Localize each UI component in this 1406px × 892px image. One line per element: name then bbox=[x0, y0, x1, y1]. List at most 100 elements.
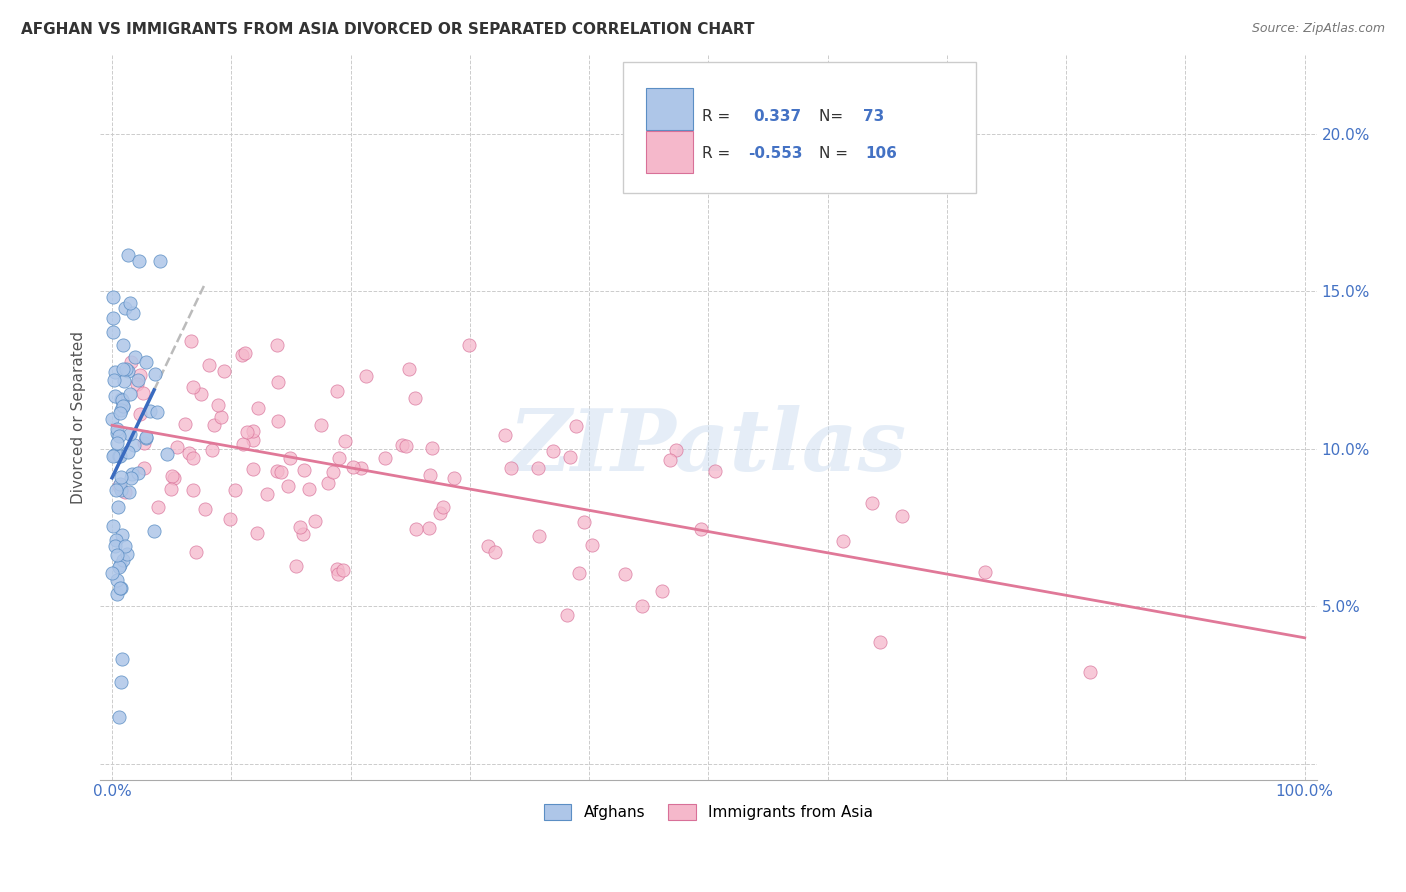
Point bbox=[121, 467, 143, 482]
Point bbox=[111, 362, 134, 376]
Point bbox=[477, 539, 499, 553]
Point bbox=[110, 403, 132, 417]
Point bbox=[541, 444, 564, 458]
Point bbox=[891, 508, 914, 523]
Text: N =: N = bbox=[820, 146, 853, 161]
Point bbox=[101, 289, 124, 303]
Point bbox=[322, 465, 344, 479]
Point bbox=[124, 350, 146, 364]
Text: 0.337: 0.337 bbox=[754, 109, 801, 124]
Point bbox=[181, 483, 204, 497]
Point bbox=[114, 539, 136, 553]
Point bbox=[111, 338, 134, 352]
Point bbox=[242, 462, 264, 476]
Point bbox=[246, 401, 269, 415]
Point bbox=[558, 450, 581, 465]
Point bbox=[242, 424, 264, 438]
Point bbox=[104, 365, 127, 379]
Point bbox=[224, 483, 246, 497]
Point bbox=[209, 409, 232, 424]
Point bbox=[107, 478, 129, 492]
Point bbox=[207, 398, 229, 412]
Point bbox=[105, 573, 128, 587]
Point bbox=[110, 581, 132, 595]
Point bbox=[111, 652, 134, 666]
Point bbox=[120, 355, 142, 369]
Point bbox=[832, 533, 855, 548]
Point bbox=[103, 449, 125, 463]
Point bbox=[111, 527, 134, 541]
Point bbox=[659, 453, 682, 467]
Point bbox=[429, 506, 451, 520]
Point bbox=[231, 348, 253, 362]
Point bbox=[328, 450, 350, 465]
Point bbox=[125, 377, 148, 392]
Point bbox=[110, 392, 132, 406]
Point bbox=[107, 422, 129, 436]
Point bbox=[391, 438, 413, 452]
Point bbox=[276, 479, 298, 493]
Point bbox=[860, 496, 883, 510]
Point bbox=[111, 392, 134, 407]
Point bbox=[266, 414, 288, 428]
Point bbox=[869, 635, 891, 649]
Point bbox=[183, 451, 205, 466]
Point bbox=[143, 367, 166, 381]
Point bbox=[108, 449, 131, 463]
Point bbox=[160, 483, 183, 497]
Point bbox=[111, 399, 134, 413]
Point bbox=[332, 563, 354, 577]
Point bbox=[105, 587, 128, 601]
Point bbox=[108, 406, 131, 420]
Point bbox=[214, 364, 236, 378]
Point bbox=[651, 584, 673, 599]
Point bbox=[110, 470, 132, 484]
Point bbox=[326, 384, 349, 398]
Point bbox=[108, 476, 131, 491]
Point bbox=[156, 447, 179, 461]
Point bbox=[104, 533, 127, 548]
Point bbox=[120, 387, 142, 401]
Text: AFGHAN VS IMMIGRANTS FROM ASIA DIVORCED OR SEPARATED CORRELATION CHART: AFGHAN VS IMMIGRANTS FROM ASIA DIVORCED … bbox=[21, 22, 755, 37]
Point bbox=[101, 412, 124, 426]
Text: R =: R = bbox=[703, 146, 735, 161]
Point bbox=[190, 387, 212, 401]
Point bbox=[342, 460, 364, 475]
Point bbox=[114, 484, 136, 499]
Point bbox=[118, 484, 141, 499]
Point bbox=[235, 345, 257, 359]
Point bbox=[568, 566, 591, 580]
Point bbox=[174, 417, 197, 432]
Point bbox=[404, 391, 426, 405]
Point bbox=[184, 545, 207, 559]
Point bbox=[101, 325, 124, 339]
Point bbox=[395, 439, 418, 453]
Point bbox=[326, 567, 349, 582]
Point bbox=[288, 520, 311, 534]
Point bbox=[120, 427, 142, 442]
Point bbox=[181, 380, 204, 394]
Point bbox=[117, 364, 139, 378]
Text: -0.553: -0.553 bbox=[748, 146, 803, 161]
Point bbox=[149, 253, 172, 268]
Point bbox=[110, 483, 132, 497]
Point bbox=[197, 358, 219, 372]
Text: Source: ZipAtlas.com: Source: ZipAtlas.com bbox=[1251, 22, 1385, 36]
Point bbox=[117, 445, 139, 459]
Point bbox=[104, 483, 127, 497]
Point bbox=[103, 449, 125, 463]
Point bbox=[270, 465, 292, 479]
Point bbox=[128, 407, 150, 421]
Point bbox=[420, 442, 443, 456]
Text: 106: 106 bbox=[865, 146, 897, 161]
Point bbox=[527, 460, 550, 475]
Point bbox=[374, 450, 396, 465]
Point bbox=[418, 521, 440, 535]
Point bbox=[419, 467, 441, 482]
Point bbox=[128, 253, 150, 268]
Point bbox=[194, 502, 217, 516]
Point bbox=[974, 565, 997, 579]
Point bbox=[405, 522, 427, 536]
Point bbox=[120, 471, 142, 485]
Point bbox=[114, 301, 136, 315]
